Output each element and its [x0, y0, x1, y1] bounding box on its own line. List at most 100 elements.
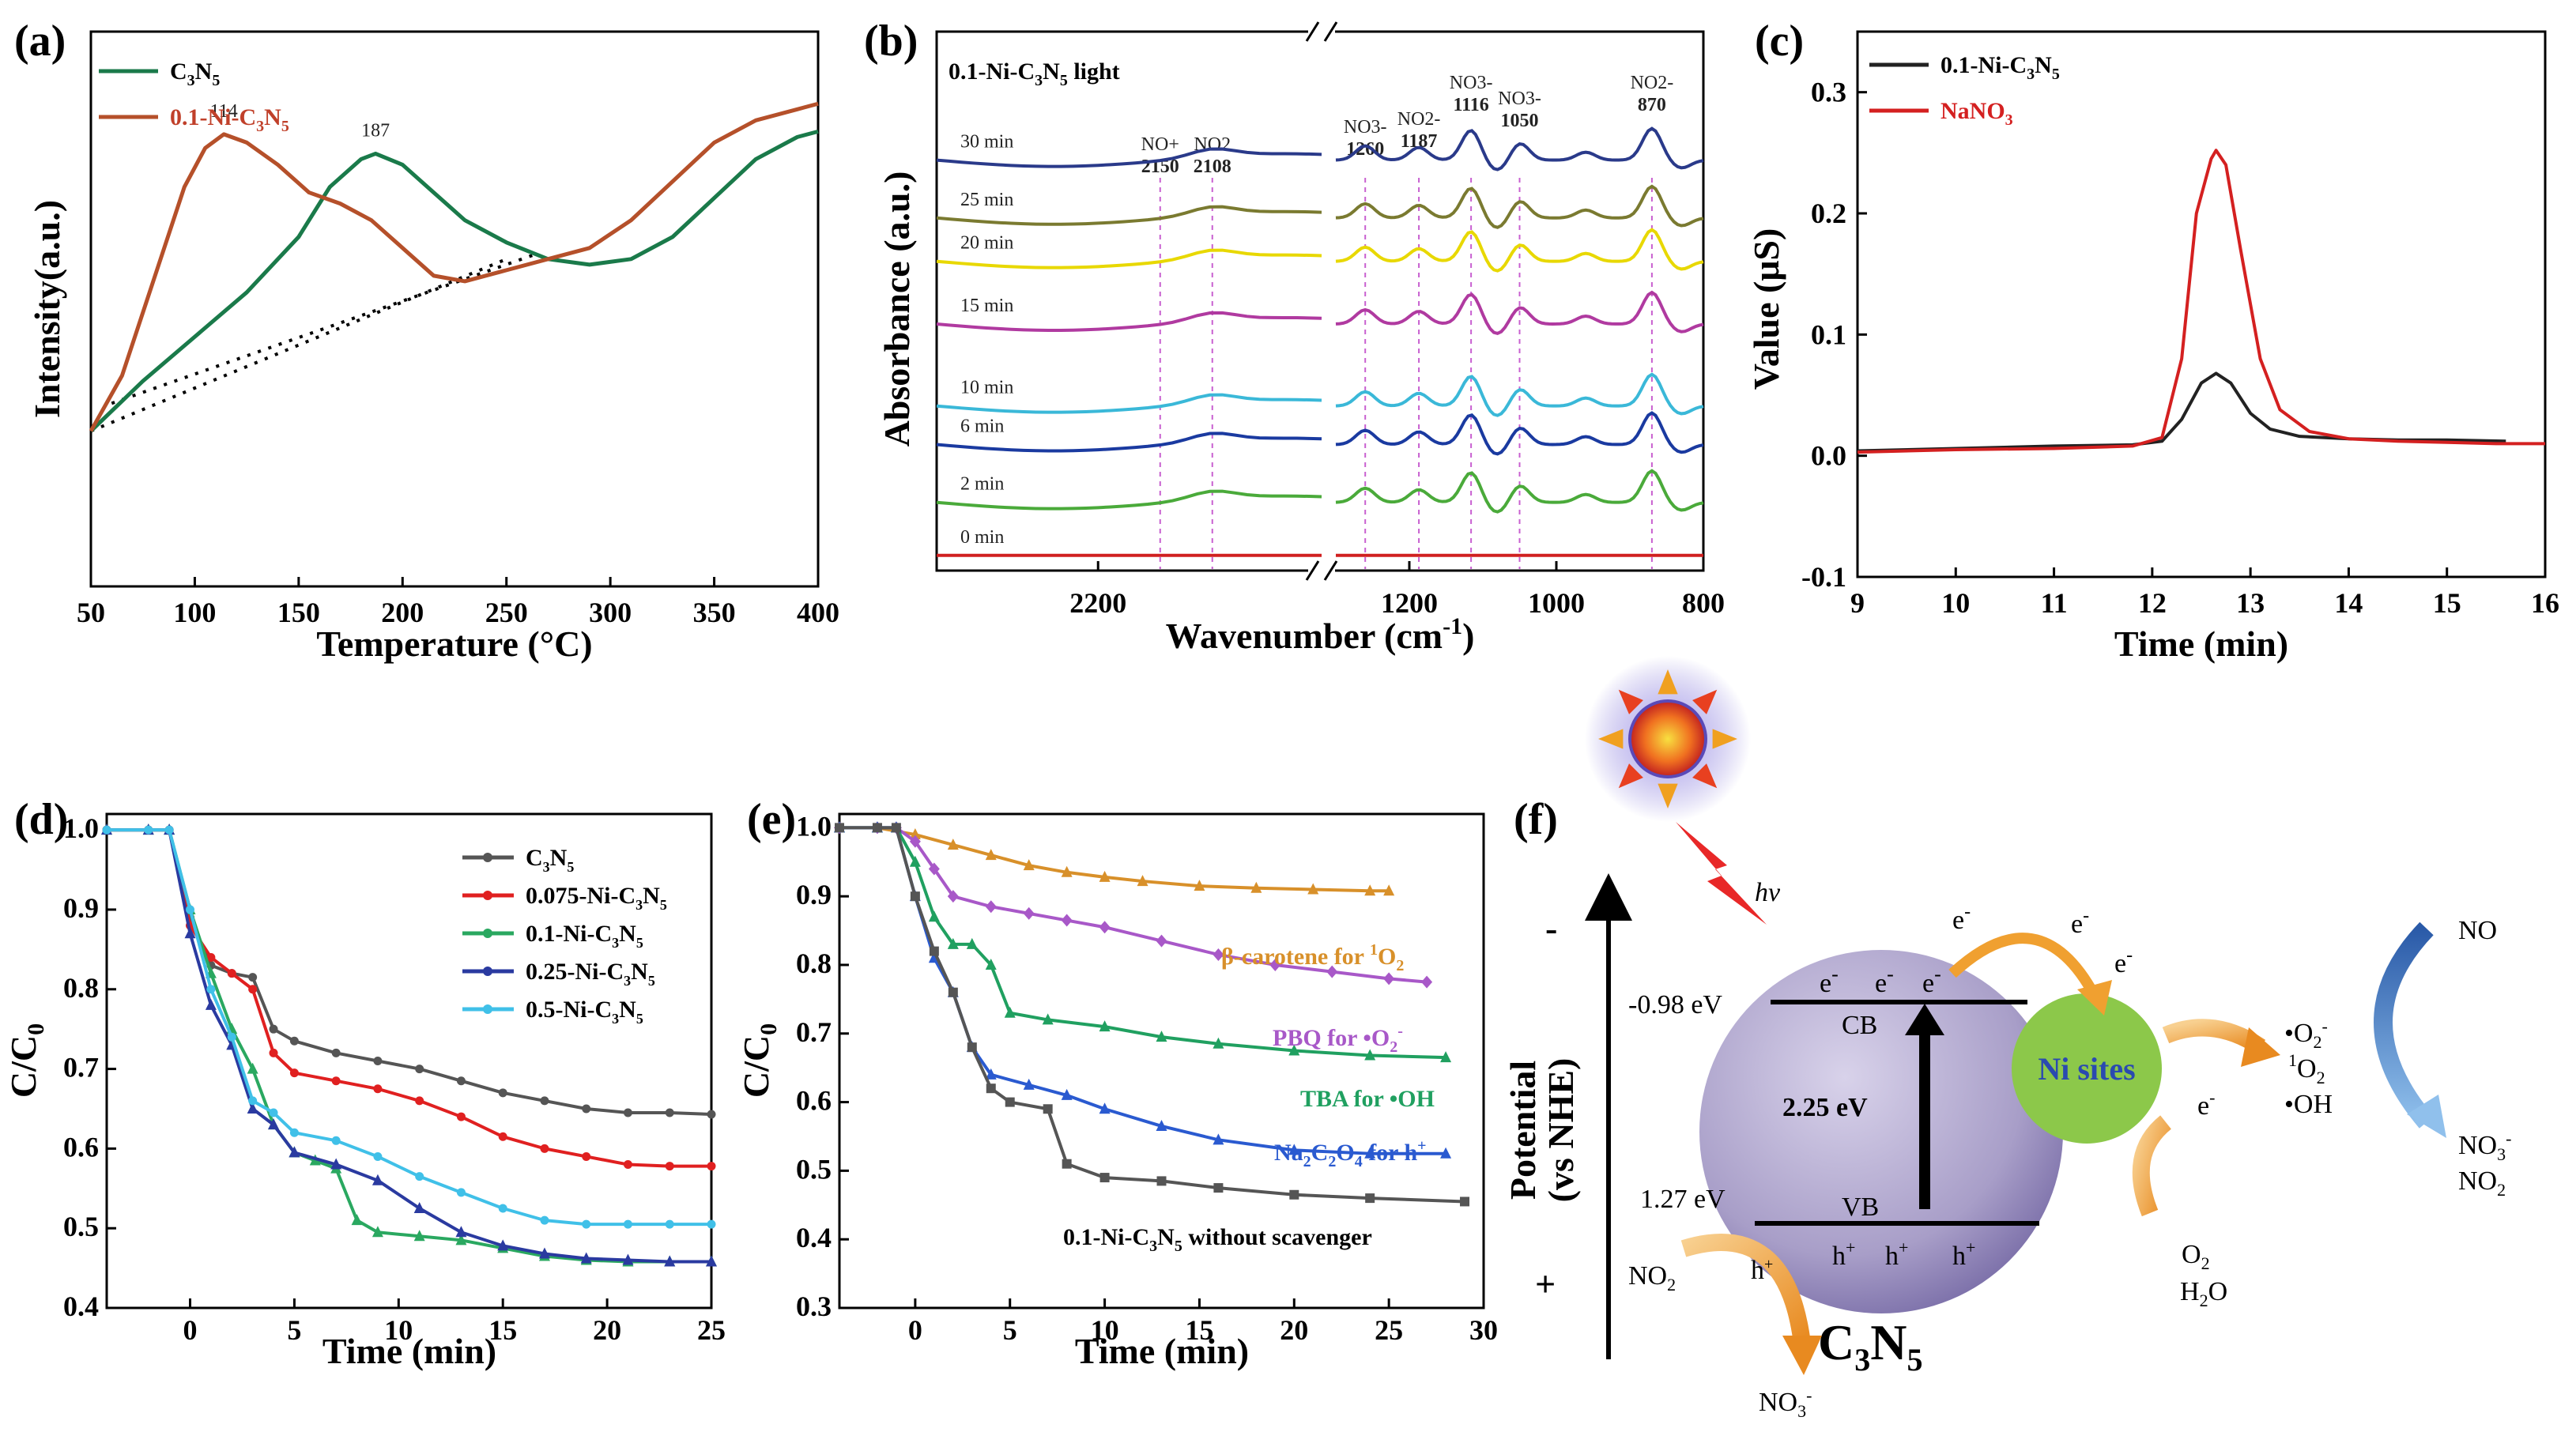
- vb-potential-label: 1.27 eV: [1640, 1185, 1726, 1214]
- data-point: [1365, 1193, 1375, 1204]
- panel-d-ticks: 0 5 10 15 20 25 0.4 0.5 0.6 0.7 0.8 0.9 1.0: [63, 812, 726, 1346]
- x-tick-label: 9: [1850, 587, 1865, 619]
- x-tick-label: 1200: [1381, 587, 1438, 619]
- panel-a-y-axis-title: Intensity(a.u.): [27, 200, 67, 418]
- data-point: [835, 823, 844, 833]
- sun-ray: [1658, 783, 1678, 808]
- legend-label-01-ni-c3n5: 0.1-Ni-C3N5: [170, 104, 289, 135]
- spectrum-left-2-min: [936, 489, 1322, 511]
- data-point: [1460, 1196, 1470, 1207]
- data-point: [331, 1076, 341, 1086]
- data-point: [227, 1032, 236, 1042]
- y-tick-label: 0.9: [796, 879, 832, 910]
- data-point: [664, 1255, 676, 1267]
- data-point: [1156, 1176, 1167, 1186]
- no-reactant-label: NO: [2458, 916, 2497, 945]
- transfer-electron-3: e-: [2114, 945, 2133, 978]
- spectrum-right-15-min: [1335, 290, 1704, 336]
- panel-b: (b) 0.1-Ni-C3N5 light NO+2150NO22108NO3-…: [864, 17, 1725, 656]
- x-tick-label: 400: [797, 597, 839, 628]
- x-tick-label: 200: [381, 597, 424, 628]
- time-label-30-min: 30 min: [960, 132, 1013, 153]
- panel-e-y-axis-title: C/C0: [736, 1023, 782, 1098]
- x-tick-label: 250: [485, 597, 528, 628]
- sun-ray: [1618, 689, 1643, 714]
- y-tick-label: 0.4: [796, 1222, 832, 1253]
- data-point: [227, 969, 236, 978]
- data-point: [1440, 1051, 1452, 1063]
- sun-ray: [1598, 729, 1624, 749]
- data-point: [1004, 1006, 1016, 1018]
- o2-label: O2: [2182, 1240, 2210, 1273]
- vb-label: VB: [1842, 1193, 1879, 1222]
- hole-oxidation-arrow: [1680, 1234, 1811, 1345]
- y-tick-label: 0.4: [63, 1291, 99, 1322]
- data-point: [1061, 914, 1073, 927]
- x-tick-label: 5: [287, 1314, 301, 1346]
- o2-input-arrow: [2132, 1115, 2172, 1217]
- data-point: [1421, 975, 1433, 989]
- panel-c-series: [1857, 149, 2545, 454]
- data-point: [331, 1048, 341, 1057]
- series-line-c3n5: [89, 129, 819, 433]
- data-point: [415, 1065, 424, 1074]
- data-point: [456, 1112, 466, 1121]
- radical-hydroxyl: •OH: [2284, 1090, 2333, 1119]
- x-tick-label: 0: [183, 1314, 198, 1346]
- data-point: [456, 1076, 466, 1086]
- panel-b-band-guides: [1159, 178, 1653, 569]
- legend-label-0-25-ni-c3n5: 0.25-Ni-C3N5: [526, 959, 655, 989]
- data-point: [248, 973, 258, 982]
- y-tick-label: 0.8: [796, 948, 832, 979]
- legend-marker: [483, 891, 492, 900]
- data-point: [1099, 921, 1111, 934]
- data-point: [248, 985, 258, 994]
- h2o-label: H2O: [2180, 1277, 2227, 1310]
- x-tick-label: 15: [2433, 587, 2461, 619]
- series-line-0-1-ni-c3n5: [89, 101, 819, 432]
- spectrum-left-15-min: [936, 311, 1322, 332]
- data-point: [986, 1083, 996, 1094]
- band-species-label: NO+: [1141, 134, 1179, 155]
- data-point: [540, 1096, 549, 1106]
- data-point: [351, 1214, 363, 1226]
- data-point: [1099, 1173, 1110, 1183]
- data-point: [206, 985, 216, 994]
- data-point: [665, 1162, 674, 1171]
- cb-potential-label: -0.98 eV: [1628, 990, 1722, 1019]
- panel-c-ticks: 9 10 11 12 13 14 15 16 -0.1 0.0 0.1 0.2 0.3: [1801, 77, 2559, 619]
- data-point: [1213, 1183, 1224, 1193]
- y-tick-label: 0.5: [63, 1211, 99, 1242]
- cb-label: CB: [1842, 1011, 1877, 1040]
- vb-hole-3: h+: [1952, 1238, 1975, 1271]
- no3-product-label: NO3-: [2458, 1129, 2511, 1164]
- potential-label-line2: (vs NHE): [1541, 1058, 1581, 1203]
- data-point: [1023, 906, 1035, 920]
- spectrum-left-25-min: [936, 205, 1322, 226]
- data-point: [206, 952, 216, 962]
- y-tick-label: 0.0: [1811, 440, 1846, 472]
- data-point: [413, 1201, 425, 1213]
- data-point: [102, 825, 111, 835]
- data-point: [1099, 1020, 1111, 1032]
- x-tick-label: 25: [1375, 1314, 1403, 1346]
- data-point: [1213, 1037, 1224, 1049]
- data-point: [1364, 1147, 1376, 1159]
- data-point: [1061, 865, 1073, 877]
- data-point: [1383, 972, 1395, 985]
- y-tick-label: 0.7: [63, 1052, 99, 1083]
- y-tick-label: 0.8: [63, 972, 99, 1004]
- panel-c-y-axis-title: Value (μS): [1746, 228, 1786, 390]
- annotation-no-scavenger: 0.1-Ni-C3N5 without scavenger: [1063, 1224, 1372, 1255]
- data-point: [144, 825, 153, 835]
- spectrum-right-10-min: [1335, 372, 1704, 417]
- data-point: [947, 937, 959, 949]
- panel-d-y-axis-title: C/C0: [3, 1023, 49, 1098]
- panel-f: (f) hv Potential (vs NHE) - + e- e- e- C…: [1503, 656, 2511, 1421]
- time-label-2-min: 2 min: [960, 474, 1004, 495]
- x-tick-label: 10: [1091, 1314, 1119, 1346]
- data-point: [985, 1068, 997, 1080]
- peak-label: 187: [361, 120, 390, 141]
